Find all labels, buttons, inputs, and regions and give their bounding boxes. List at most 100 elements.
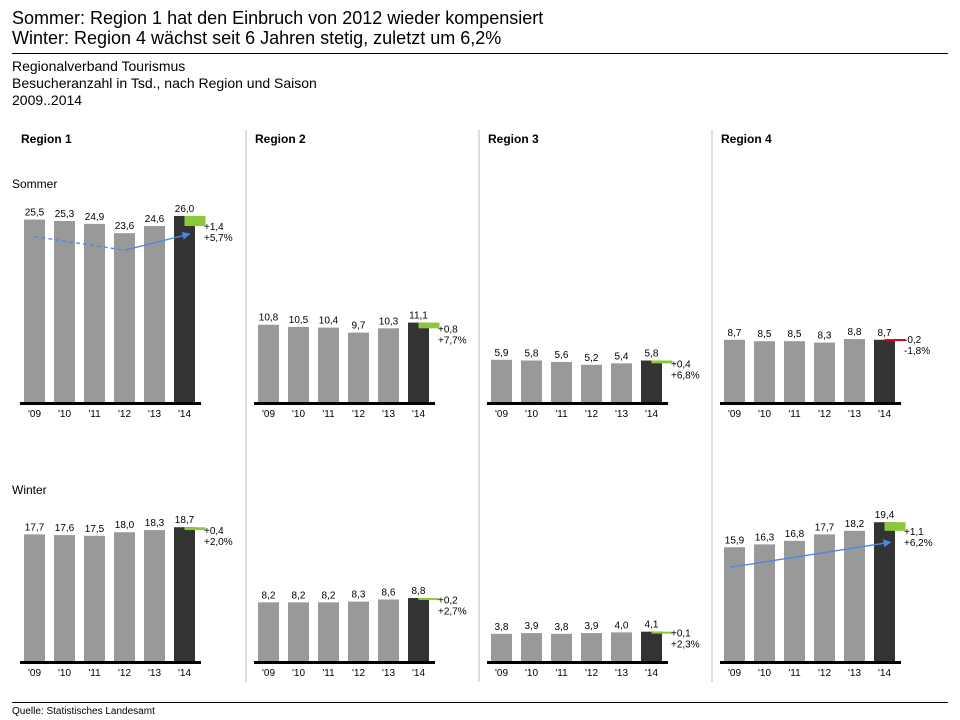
header-rule (12, 53, 948, 54)
panel-4-winter-bar-0 (724, 547, 745, 661)
panel-4-sommer-bar-3 (814, 342, 835, 402)
panel-2-sommer-value-label-2: 10,4 (319, 316, 339, 327)
panel-2-sommer-bar-0 (258, 324, 279, 402)
panel-2-sommer-bar-2 (318, 327, 339, 402)
panel-1-sommer-trend-arrow-down (34, 235, 125, 251)
panel-3-winter-tick-label-4: '13 (615, 668, 628, 679)
panel-1-sommer-bar-4 (144, 226, 165, 402)
panel-2-winter-value-label-4: 8,6 (382, 587, 396, 598)
panel-1-winter-bar-0 (24, 534, 45, 661)
panel-4-sommer-delta-pct: -1,8% (904, 346, 930, 357)
panel-1-sommer-value-label-5: 26,0 (175, 204, 195, 215)
panel-3-sommer-tick-label-0: '09 (495, 409, 508, 420)
panel-2-sommer-tick-label-0: '09 (262, 409, 275, 420)
panel-2-sommer-delta-abs: +0,8 (438, 324, 458, 335)
panel-4-winter-value-label-0: 15,9 (725, 535, 745, 546)
panel-1-sommer-value-label-3: 23,6 (115, 221, 135, 232)
panel-4-sommer-tick-label-4: '13 (848, 409, 861, 420)
panel-3-sommer-bar-1 (521, 360, 542, 402)
panel-4-sommer-tick-label-5: '14 (878, 409, 891, 420)
panel-2-winter-tick-label-2: '11 (322, 668, 335, 679)
panel-1-sommer-tick-label-2: '11 (88, 409, 101, 420)
panel-1-winter-delta-bar (184, 527, 206, 531)
panel-2-sommer-bar-4 (378, 328, 399, 402)
panel-4-sommer-tick-label-3: '12 (818, 409, 831, 420)
panel-4-winter-tick-label-1: '10 (758, 668, 771, 679)
panel-2-sommer-bar-1 (288, 326, 309, 402)
panel-3-winter-bar-1 (521, 633, 542, 661)
panel-1-winter-bar-3 (114, 532, 135, 661)
panel-2-winter-bar-1 (288, 602, 309, 661)
panel-1-winter-delta-pct: +2,0% (204, 537, 233, 548)
source-note: Quelle: Statistisches Landesamt (12, 706, 155, 717)
panel-4-winter-tick-label-0: '09 (728, 668, 741, 679)
panel-3-sommer-value-label-3: 5,2 (585, 353, 599, 364)
panel-1-sommer-tick-label-0: '09 (28, 409, 41, 420)
panel-3-winter-value-label-1: 3,9 (525, 621, 539, 632)
panel-3-sommer-tick-label-2: '11 (555, 409, 568, 420)
panel-4-winter-tick-label-3: '12 (818, 668, 831, 679)
panel-2-winter-tick-label-3: '12 (352, 668, 365, 679)
panel-1-sommer-delta-bar (184, 216, 206, 227)
panel-4-sommer-bar-2 (784, 341, 805, 402)
panel-1-sommer-bar-0 (24, 219, 45, 402)
panel-4-winter-bar-2 (784, 540, 805, 661)
panel-1-winter-tick-label-2: '11 (88, 668, 101, 679)
panel-2-winter-value-label-1: 8,2 (292, 590, 306, 601)
panel-2-winter-bar-3 (348, 601, 369, 661)
panel-3-winter-delta-abs: +0,1 (671, 628, 691, 639)
panel-1-sommer-value-label-2: 24,9 (85, 212, 105, 223)
panel-3-winter-tick-label-2: '11 (555, 668, 568, 679)
panel-3-winter-bar-2 (551, 633, 572, 661)
panel-4-winter-bar-1 (754, 544, 775, 661)
panel-3-winter-tick-label-0: '09 (495, 668, 508, 679)
panel-4-sommer-tick-label-1: '10 (758, 409, 771, 420)
panel-4-sommer-value-label-0: 8,7 (728, 328, 742, 339)
panel-2-winter-bar-0 (258, 602, 279, 661)
panel-1-sommer-tick-label-3: '12 (118, 409, 131, 420)
panel-1-sommer-value-label-1: 25,3 (55, 209, 75, 220)
panel-3-sommer-bar-5 (641, 360, 662, 402)
panel-3-winter-bar-5 (641, 631, 662, 661)
panel-1-sommer-delta-abs: +1,4 (204, 222, 224, 233)
panel-1-winter-value-label-1: 17,6 (55, 523, 75, 534)
headline-winter: Winter: Region 4 wächst seit 6 Jahren st… (12, 28, 502, 48)
panel-2-winter-tick-label-0: '09 (262, 668, 275, 679)
panel-4-sommer-value-label-3: 8,3 (818, 331, 832, 342)
panel-2-sommer-delta-bar (418, 322, 440, 329)
panel-3-sommer-delta-pct: +6,8% (671, 370, 700, 381)
panel-1-sommer-bar-3 (114, 233, 135, 402)
panel-2-sommer-value-label-0: 10,8 (259, 313, 279, 324)
panel-3-sommer-tick-label-4: '13 (615, 409, 628, 420)
panel-1-sommer-bar-2 (84, 223, 105, 402)
panel-3-winter-value-label-0: 3,8 (495, 622, 509, 633)
panel-1-winter-delta-abs: +0,4 (204, 526, 224, 537)
panel-4-winter-value-label-2: 16,8 (785, 529, 805, 540)
panel-4-sommer-value-label-1: 8,5 (758, 329, 772, 340)
panel-4-sommer-value-label-4: 8,8 (848, 327, 862, 338)
panel-2-winter-value-label-0: 8,2 (262, 590, 276, 601)
panel-4-winter-bar-4 (844, 530, 865, 661)
panel-2-winter-tick-label-1: '10 (292, 668, 305, 679)
panel-1-sommer-delta-pct: +5,7% (204, 233, 233, 244)
panel-3-sommer-tick-label-1: '10 (525, 409, 538, 420)
headline-summer: Sommer: Region 1 hat den Einbruch von 20… (12, 8, 544, 28)
panel-1-sommer-bar-5 (174, 216, 195, 402)
panel-2-winter-tick-label-4: '13 (382, 668, 395, 679)
panel-2-winter-value-label-2: 8,2 (322, 590, 336, 601)
panel-2-winter-delta-abs: +0,2 (438, 595, 458, 606)
panel-4-winter-bar-5 (874, 522, 895, 661)
panel-3-sommer-bar-4 (611, 363, 632, 402)
panel-4-sommer-bar-1 (754, 341, 775, 402)
panel-1-winter-bar-4 (144, 530, 165, 661)
panel-3-winter-tick-label-5: '14 (645, 668, 658, 679)
panel-3-winter-delta-bar (651, 631, 673, 634)
panel-4-winter-value-label-5: 19,4 (875, 510, 895, 521)
panel-3-winter-tick-label-1: '10 (525, 668, 538, 679)
panel-1-winter-tick-label-3: '12 (118, 668, 131, 679)
panel-4-sommer-bar-5 (874, 339, 895, 402)
panel-1-sommer-bar-1 (54, 221, 75, 402)
panel-4-winter-tick-label-4: '13 (848, 668, 861, 679)
panel-4-winter-tick-label-5: '14 (878, 668, 891, 679)
panel-1-winter-tick-label-5: '14 (178, 668, 191, 679)
